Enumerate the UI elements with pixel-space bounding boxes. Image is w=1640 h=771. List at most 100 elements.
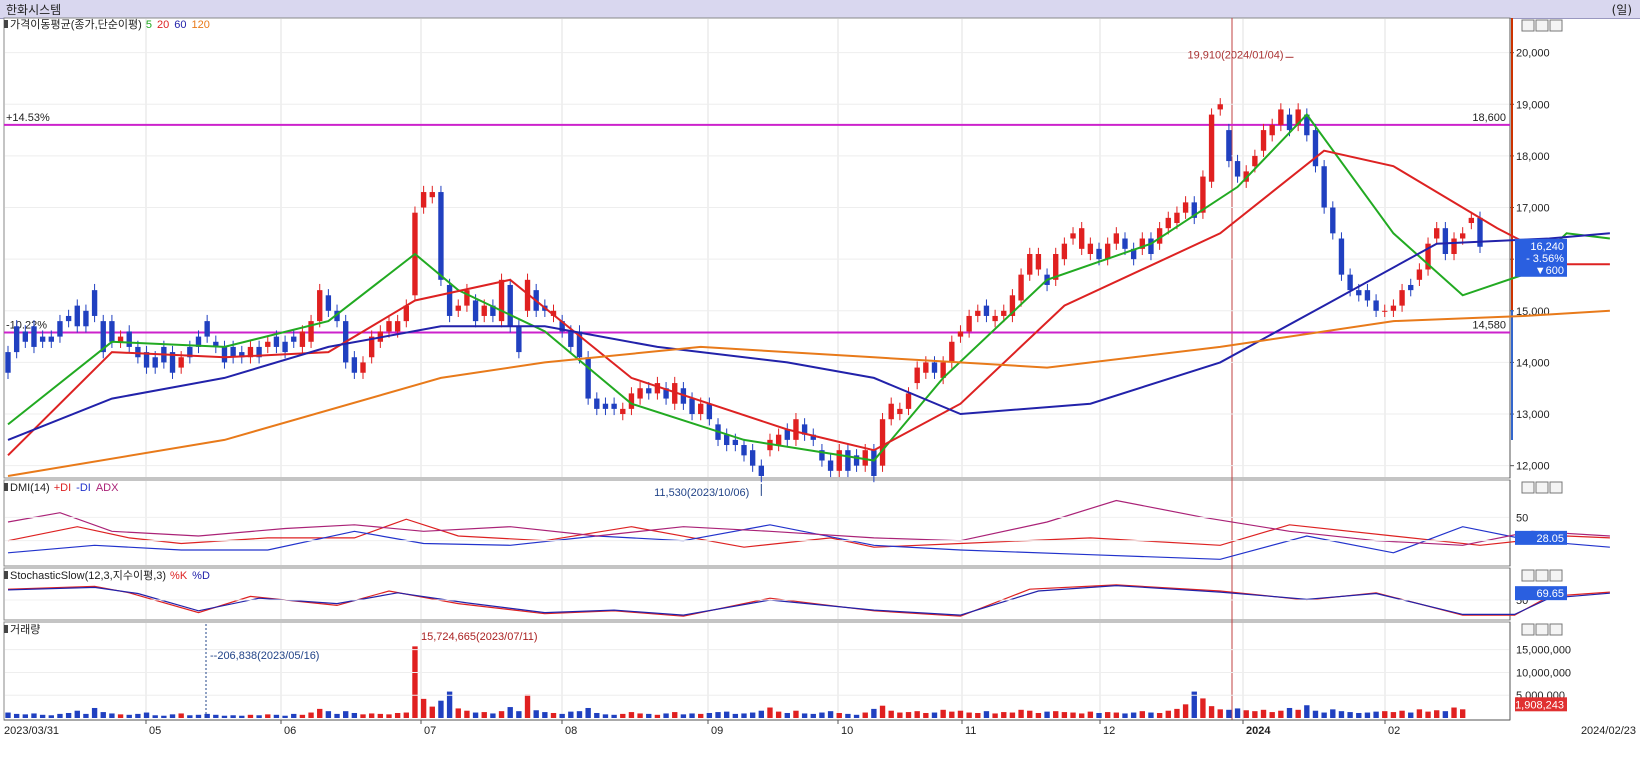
candle	[793, 419, 799, 440]
close-icon[interactable]	[1549, 481, 1563, 494]
volume-bar	[758, 710, 765, 718]
panel-title-marker	[4, 625, 8, 633]
maximize-icon[interactable]	[1521, 623, 1535, 636]
candle	[1174, 212, 1180, 224]
candle	[1009, 295, 1016, 316]
candle	[888, 403, 894, 420]
volume-bar	[620, 713, 626, 718]
candle	[1347, 274, 1353, 291]
candle	[91, 290, 98, 316]
volume-bar	[793, 710, 799, 718]
volume-bar	[100, 712, 106, 718]
close-icon[interactable]	[1549, 19, 1563, 32]
volume-bar	[1009, 712, 1016, 718]
volume-bar	[975, 712, 981, 718]
candle	[723, 434, 730, 446]
candle	[1070, 233, 1076, 239]
x-start-date: 2023/03/31	[4, 725, 59, 737]
restore-icon[interactable]	[1535, 569, 1549, 582]
candle	[1165, 217, 1171, 229]
volume-bar	[663, 713, 669, 718]
volume-bar	[992, 713, 998, 718]
candle	[698, 403, 704, 415]
close-icon[interactable]	[1549, 623, 1563, 636]
volume-bar	[862, 712, 868, 718]
volume-bar	[1018, 709, 1024, 718]
volume-bar	[57, 713, 63, 718]
candle	[931, 362, 938, 373]
candle	[1027, 254, 1033, 275]
panel-title-stoch: StochasticSlow(12,3,지수이평,3)	[10, 569, 166, 582]
panel-title-dmi: DMI(14)	[10, 482, 50, 494]
candle	[620, 408, 626, 415]
restore-icon[interactable]	[1535, 19, 1549, 32]
candle	[1269, 124, 1275, 136]
volume-bar	[230, 715, 236, 718]
maximize-icon[interactable]	[1521, 569, 1535, 582]
panel-title-marker	[4, 483, 8, 491]
volume-bar	[1156, 712, 1163, 718]
candle	[143, 352, 150, 368]
volume-bar	[455, 708, 461, 718]
support-pct-label: -10.22%	[6, 319, 47, 331]
volume-bar	[533, 710, 539, 718]
panel-title-volume: 거래량	[10, 623, 40, 636]
volume-bar	[291, 713, 297, 718]
candle	[654, 383, 661, 394]
volume-bar	[351, 712, 358, 718]
volume-bar	[247, 714, 254, 718]
candle	[152, 357, 158, 368]
restore-icon[interactable]	[1535, 623, 1549, 636]
volume-bar	[394, 712, 401, 718]
volume-bar	[412, 646, 418, 718]
candle	[48, 336, 54, 342]
volume-bar	[654, 714, 661, 718]
volume-bar	[741, 713, 747, 718]
support-price-label: 14,580	[1472, 319, 1506, 331]
maximize-icon[interactable]	[1521, 19, 1535, 32]
volume-bar	[143, 712, 150, 718]
candle	[317, 290, 323, 322]
candle	[403, 305, 409, 322]
volume-bar	[1113, 712, 1120, 718]
candle	[1130, 248, 1137, 260]
candle	[646, 388, 652, 394]
candle	[100, 321, 106, 353]
volume-bar	[282, 715, 288, 718]
volume-bar	[91, 707, 98, 718]
candle	[1364, 290, 1371, 301]
volume-bar	[1347, 712, 1353, 718]
period-unit[interactable]: (일)	[1611, 3, 1632, 17]
candle	[1139, 238, 1145, 249]
candle	[247, 346, 254, 358]
volume-bar	[853, 714, 860, 718]
volume-bar	[334, 713, 340, 718]
volume-bar	[1243, 710, 1249, 718]
volume-bar	[775, 711, 782, 718]
maximize-icon[interactable]	[1521, 481, 1535, 494]
candle	[126, 331, 132, 347]
candle	[1234, 161, 1241, 177]
resistance-pct-label: +14.53%	[6, 112, 50, 124]
x-tick-label: 02	[1388, 725, 1400, 737]
volume-bar	[1321, 712, 1327, 718]
candle	[524, 279, 531, 311]
volume-bar	[542, 712, 548, 718]
candle	[1087, 243, 1094, 254]
candle	[1373, 300, 1379, 311]
candle	[386, 321, 392, 332]
close-icon[interactable]	[1549, 569, 1563, 582]
restore-icon[interactable]	[1535, 481, 1549, 494]
volume-bar	[723, 711, 730, 718]
volume-bar	[1096, 712, 1102, 718]
volume-bar	[256, 715, 262, 718]
ma-5-line	[7, 113, 1611, 462]
candle	[559, 321, 565, 332]
volume-bar	[1165, 710, 1171, 718]
candle	[135, 346, 141, 358]
volume-bar	[706, 712, 713, 718]
volume-bar	[1425, 711, 1431, 718]
candle	[109, 321, 115, 342]
x-tick-label: 06	[284, 725, 296, 737]
